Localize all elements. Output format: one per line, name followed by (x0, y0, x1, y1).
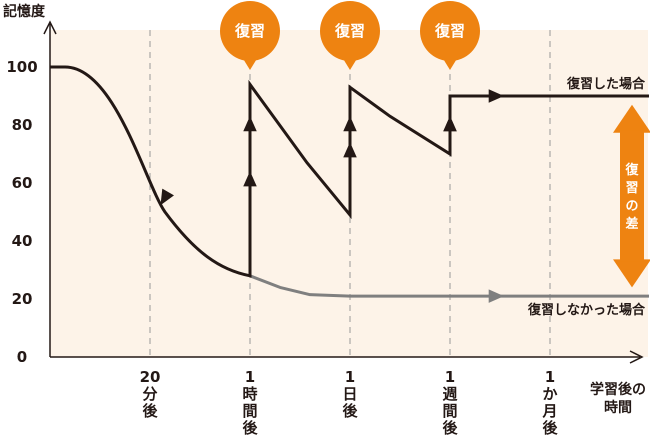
x-tick-label: 後 (441, 419, 458, 437)
x-tick-label: 20 (140, 368, 161, 386)
difference-label: の (625, 199, 638, 214)
x-tick-label: 1 (545, 368, 555, 386)
series-line-not-reviewed (249, 274, 649, 298)
y-axis-arrowhead (43, 20, 57, 35)
series-line-reviewed (50, 65, 649, 278)
x-axis-title: 時間 (604, 399, 632, 416)
arrow-forgetting (160, 188, 174, 206)
x-tick-label: か (542, 385, 557, 403)
label-reviewed: 復習した場合 (566, 76, 646, 92)
x-tick-label: 週 (442, 385, 457, 403)
review-badge (420, 1, 480, 61)
y-tick-label: 100 (6, 58, 37, 76)
x-tick-label: 分 (142, 385, 157, 403)
arrow-not-reviewed (488, 289, 504, 303)
review-badge-label: 復習 (334, 22, 365, 40)
arrow-review-jump (243, 116, 257, 132)
arrow-decay (343, 142, 357, 158)
difference-label: 習 (625, 181, 638, 196)
x-tick-label: 1 (245, 368, 255, 386)
x-axis-title: 学習後の (590, 381, 646, 398)
y-axis-title: 記憶度 (3, 3, 46, 20)
arrow-review-jump (343, 116, 357, 132)
y-tick-label: 20 (12, 290, 33, 308)
x-tick-label: 後 (241, 419, 258, 437)
x-axis-arrowhead (629, 350, 644, 364)
y-tick-label: 80 (12, 116, 33, 134)
arrow-review-jump (443, 116, 457, 132)
difference-label: 差 (625, 216, 638, 232)
x-tick-label: 1 (345, 368, 355, 386)
x-tick-label: 後 (541, 419, 558, 437)
x-tick-label: 月 (541, 402, 557, 420)
x-tick-label: 時 (242, 385, 257, 403)
x-tick-label: 間 (442, 402, 457, 420)
difference-arrow-top (613, 104, 650, 133)
arrow-decay (243, 171, 257, 187)
y-tick-label: 0 (17, 348, 27, 366)
difference-label: 復 (624, 162, 639, 178)
y-tick-label: 60 (12, 174, 33, 192)
review-badge-label: 復習 (234, 22, 265, 40)
x-tick-label: 間 (242, 402, 257, 420)
x-tick-label: 1 (445, 368, 455, 386)
x-tick-label: 日 (342, 385, 357, 403)
y-tick-label: 40 (12, 232, 33, 250)
arrow-retained (488, 89, 504, 103)
review-badge (320, 1, 380, 61)
review-badge-label: 復習 (434, 22, 465, 40)
difference-arrow-bottom (613, 259, 650, 288)
x-tick-label: 後 (341, 402, 358, 420)
x-tick-label: 後 (141, 402, 158, 420)
difference-arrow-shaft (620, 130, 644, 262)
label-not-reviewed: 復習しなかった場合 (527, 302, 646, 318)
review-badge (220, 1, 280, 61)
